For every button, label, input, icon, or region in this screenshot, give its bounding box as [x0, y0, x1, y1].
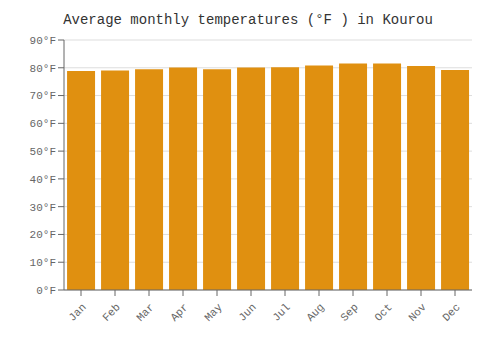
- svg-text:Sep: Sep: [338, 301, 360, 323]
- svg-text:Nov: Nov: [406, 301, 429, 324]
- svg-text:0°F: 0°F: [36, 285, 56, 297]
- svg-text:40°F: 40°F: [30, 174, 56, 186]
- svg-text:Dec: Dec: [440, 301, 462, 323]
- svg-text:Jan: Jan: [66, 301, 88, 323]
- svg-text:50°F: 50°F: [30, 146, 56, 158]
- svg-text:90°F: 90°F: [30, 35, 56, 47]
- svg-text:20°F: 20°F: [30, 229, 56, 241]
- svg-text:Oct: Oct: [372, 301, 394, 323]
- svg-text:May: May: [202, 301, 225, 324]
- svg-text:Jun: Jun: [236, 301, 258, 323]
- svg-text:Feb: Feb: [100, 301, 122, 323]
- svg-text:Mar: Mar: [134, 301, 156, 323]
- svg-text:80°F: 80°F: [30, 63, 56, 75]
- svg-text:70°F: 70°F: [30, 90, 56, 102]
- svg-text:Apr: Apr: [168, 301, 190, 323]
- svg-text:Aug: Aug: [304, 301, 326, 323]
- svg-text:60°F: 60°F: [30, 118, 56, 130]
- svg-text:10°F: 10°F: [30, 257, 56, 269]
- svg-text:30°F: 30°F: [30, 202, 56, 214]
- html-text:Average monthly temperatures (: Average monthly temperatures (°F ) in Ko…: [63, 12, 433, 28]
- svg-text:Jul: Jul: [270, 301, 292, 323]
